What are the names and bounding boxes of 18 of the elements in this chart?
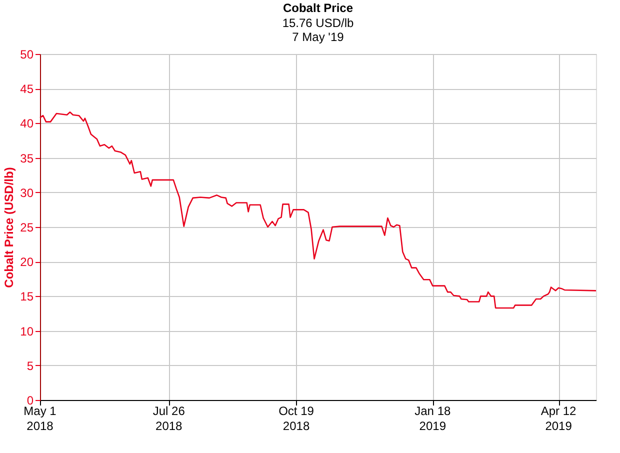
- y-tick-label: 45: [20, 82, 34, 96]
- y-tick-label: 20: [20, 255, 34, 270]
- y-tick-label: 30: [20, 186, 34, 200]
- y-tick-label: 10: [20, 324, 34, 338]
- x-tick-label: Jul 26 2018: [152, 404, 186, 433]
- y-tick-label: 25: [20, 220, 34, 234]
- y-tick-label: 40: [20, 116, 34, 131]
- y-tick-label: 35: [20, 151, 34, 166]
- chart-subtitle: 15.76 USD/lb 7 May '19: [282, 16, 354, 44]
- x-tick-label: Apr 12 2019: [540, 404, 577, 433]
- x-tick-label: Jan 18 2019: [414, 404, 451, 433]
- x-tick-label: Oct 19 2018: [278, 404, 314, 433]
- y-tick-label: 50: [20, 48, 34, 62]
- line-series: [39, 111, 597, 309]
- y-tick-label: 15: [20, 290, 34, 304]
- y-axis-title: Cobalt Price (USD/lb): [2, 167, 16, 288]
- y-tick-label: 5: [26, 358, 34, 373]
- chart-title: Cobalt Price: [282, 1, 354, 15]
